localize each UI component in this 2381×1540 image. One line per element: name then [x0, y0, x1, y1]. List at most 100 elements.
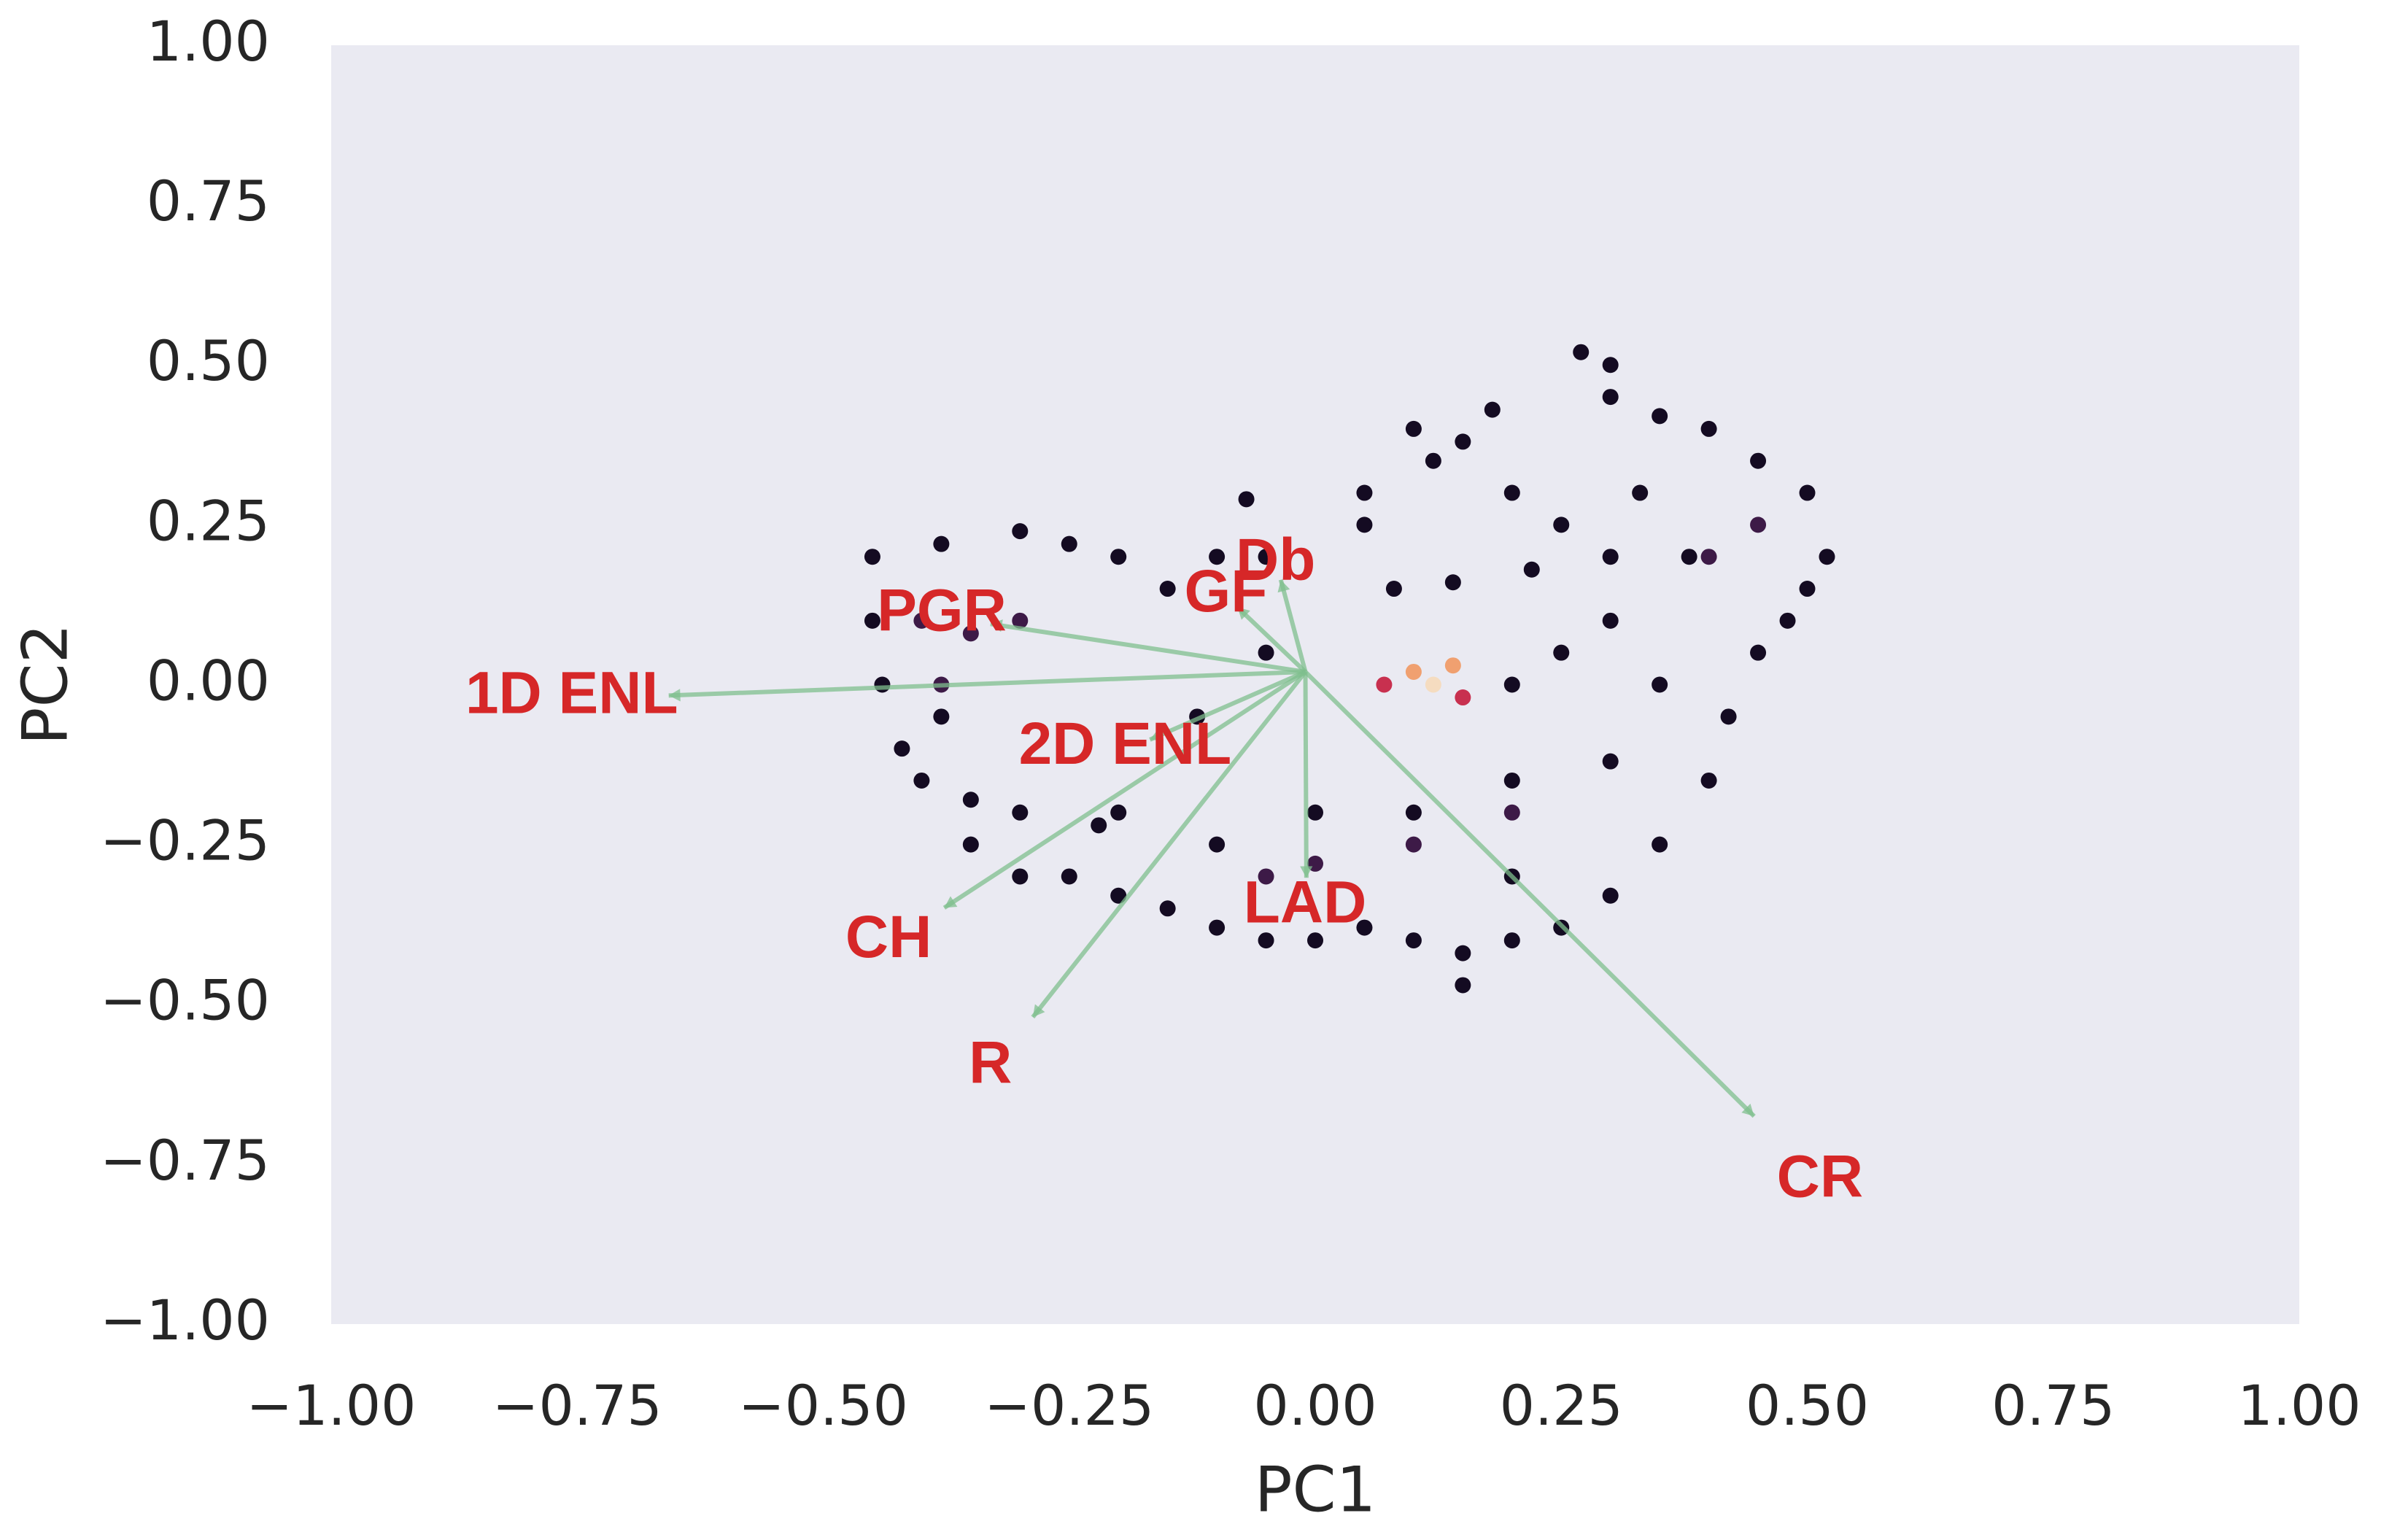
point: [1455, 977, 1471, 994]
x-tick-label: −0.75: [492, 1373, 662, 1438]
point: [1602, 549, 1619, 565]
y-tick-label: −0.50: [100, 968, 270, 1033]
point: [1681, 549, 1697, 565]
loading-label: PGR: [877, 577, 1007, 643]
point: [1425, 676, 1441, 693]
point: [1602, 887, 1619, 904]
point: [1405, 932, 1422, 949]
loading-label: GF: [1185, 558, 1268, 624]
point: [962, 792, 979, 808]
point: [1209, 919, 1226, 936]
point: [1503, 772, 1520, 789]
point: [1720, 708, 1737, 725]
point: [913, 772, 930, 789]
point: [1061, 535, 1077, 552]
loading-arrow: [1236, 605, 1307, 674]
point: [1012, 523, 1029, 540]
point: [1553, 644, 1570, 661]
point: [1091, 817, 1107, 834]
loading-arrow: [1304, 670, 1756, 1118]
point: [1799, 484, 1816, 501]
loading-arrow: [942, 670, 1307, 910]
x-tick-label: 1.00: [2237, 1373, 2361, 1438]
point: [1553, 516, 1570, 533]
point: [1573, 344, 1590, 360]
point: [1012, 804, 1029, 821]
point: [1455, 689, 1471, 706]
point: [864, 612, 880, 629]
x-tick-label: 0.25: [1500, 1373, 1623, 1438]
point: [1779, 612, 1796, 629]
arrow-head: [668, 689, 681, 702]
point: [1602, 389, 1619, 406]
point: [1012, 612, 1029, 629]
point: [1700, 772, 1717, 789]
y-tick-label: −1.00: [100, 1288, 270, 1353]
point: [1602, 612, 1619, 629]
point: [1405, 420, 1422, 437]
point: [1209, 549, 1226, 565]
point: [1799, 581, 1816, 597]
y-tick-label: 0.50: [147, 328, 270, 393]
point: [1503, 484, 1520, 501]
loading-arrow: [1278, 579, 1308, 673]
y-tick-label: −0.25: [100, 808, 270, 873]
arrow-head: [1150, 729, 1164, 741]
point: [1385, 581, 1402, 597]
point: [1012, 868, 1029, 885]
y-tick-label: 0.75: [147, 169, 270, 233]
point: [962, 836, 979, 853]
arrow-head: [990, 619, 1003, 632]
x-tick-label: −1.00: [247, 1373, 417, 1438]
loading-label: 1D ENL: [465, 659, 678, 726]
point: [1602, 357, 1619, 374]
loading-label: R: [969, 1029, 1012, 1096]
point: [894, 740, 910, 757]
point: [1405, 836, 1422, 853]
point: [1061, 868, 1077, 885]
y-axis-label: PC2: [9, 624, 82, 746]
y-tick-label: 1.00: [147, 9, 270, 74]
point: [1356, 484, 1373, 501]
point: [1503, 804, 1520, 821]
point: [1602, 753, 1619, 770]
point: [1159, 581, 1176, 597]
point: [1523, 561, 1540, 578]
point: [1209, 836, 1226, 853]
point: [962, 625, 979, 642]
arrow-head: [944, 896, 958, 908]
point: [1307, 804, 1323, 821]
point: [1444, 574, 1461, 591]
y-tick-label: 0.25: [147, 488, 270, 553]
point: [1405, 804, 1422, 821]
loading-label: LAD: [1244, 870, 1367, 936]
point: [1307, 932, 1323, 949]
loading-label: Db: [1236, 527, 1315, 593]
point: [1503, 676, 1520, 693]
x-axis-label: PC1: [1255, 1453, 1377, 1526]
point: [1652, 836, 1668, 853]
arrow-head: [1300, 866, 1313, 878]
point: [1376, 676, 1393, 693]
point: [1750, 452, 1767, 469]
loading-arrow: [990, 622, 1306, 674]
point: [1238, 491, 1255, 508]
point: [1258, 549, 1274, 565]
point: [1258, 644, 1274, 661]
x-tick-label: 0.00: [1253, 1373, 1377, 1438]
point: [1652, 408, 1668, 425]
point: [1484, 401, 1501, 418]
point: [1819, 549, 1835, 565]
arrow-head: [1277, 579, 1290, 593]
point: [1110, 549, 1127, 565]
point: [1425, 452, 1441, 469]
loading-label: CH: [845, 904, 932, 970]
point: [1455, 945, 1471, 961]
loading-arrow: [668, 669, 1306, 698]
arrow-head: [1741, 1103, 1754, 1117]
loading-label: 2D ENL: [1019, 711, 1232, 777]
point: [1750, 516, 1767, 533]
loading-arrow: [1031, 670, 1307, 1019]
x-tick-label: 0.50: [1746, 1373, 1869, 1438]
